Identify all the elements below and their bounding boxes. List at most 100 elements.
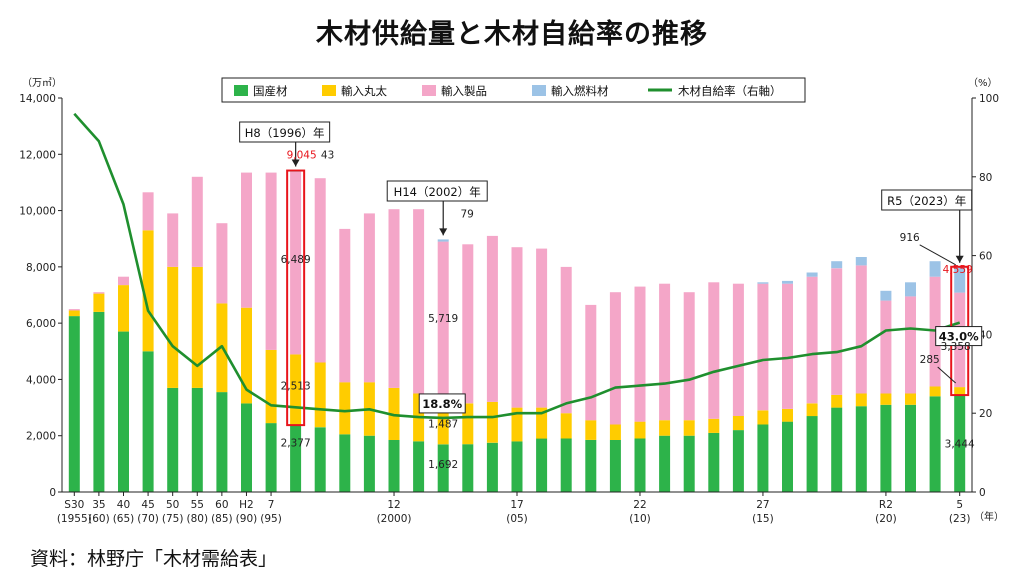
bar-imported-log <box>659 420 671 436</box>
bar-imported-product <box>413 209 425 394</box>
bar-imported-log <box>68 310 80 317</box>
bar-imported-product <box>191 176 203 267</box>
legend-swatch-imported-product <box>422 85 436 96</box>
right-tick-label: 0 <box>979 487 986 499</box>
bar-domestic <box>905 404 916 492</box>
callout-box <box>386 180 488 202</box>
bar-imported-fuel <box>437 239 449 242</box>
bar-domestic <box>732 430 744 492</box>
bar-imported-product <box>363 213 375 383</box>
x-tick-sublabel: (2000) <box>377 513 412 525</box>
x-tick-label: 45 <box>141 499 154 511</box>
bar-imported-log <box>954 387 966 396</box>
bar-domestic <box>880 404 892 492</box>
bar-imported-log <box>634 421 646 439</box>
bar-imported-product <box>388 209 400 388</box>
bar-imported-log <box>339 382 351 435</box>
leader-line <box>937 366 957 384</box>
data-label: 5,719 <box>428 313 458 325</box>
bar-domestic <box>216 392 228 492</box>
bar-imported-product <box>609 292 621 425</box>
bar-domestic <box>560 438 572 492</box>
data-label: 916 <box>900 232 920 244</box>
x-tick-label: H2 <box>239 499 254 511</box>
bar-domestic <box>462 444 474 492</box>
bar-domestic <box>68 316 80 492</box>
callout-arrowhead <box>439 228 448 236</box>
bar-domestic <box>831 407 843 492</box>
callout-box <box>239 121 331 143</box>
bar-imported-log <box>929 386 941 397</box>
bar-imported-product <box>536 248 548 408</box>
left-tick-label: 2,000 <box>26 431 56 443</box>
x-tick-label: 5 <box>956 499 963 511</box>
legend-frame <box>221 77 806 103</box>
axes-layer: 0 2,000 4,000 6,000 8,000 10,000 12,000 14,000 0… <box>19 93 999 525</box>
bar-imported-log <box>265 349 277 424</box>
bar-domestic <box>191 387 203 492</box>
legend-label-imported-log: 輸入丸太 <box>341 84 387 98</box>
right-tick-label: 80 <box>979 172 992 184</box>
bar-imported-log <box>880 393 892 405</box>
rate-line-layer <box>73 112 961 420</box>
bar-imported-log <box>486 401 498 443</box>
bar-imported-fuel <box>954 266 966 293</box>
legend-label-imported-fuel: 輸入燃料材 <box>551 84 609 98</box>
bar-domestic <box>659 435 671 492</box>
bar-imported-fuel <box>806 272 818 277</box>
bar-imported-log <box>290 354 302 426</box>
bar-domestic <box>708 432 720 492</box>
data-label: 9,045 <box>287 150 317 162</box>
x-tick-sublabel: (10) <box>629 513 651 525</box>
x-tick-sublabel: (23) <box>949 513 971 525</box>
x-tick-sublabel: (70) <box>137 513 159 525</box>
right-tick-label: 60 <box>979 251 992 263</box>
bar-imported-product <box>142 192 154 231</box>
x-tick-sublabel: (85) <box>211 513 233 525</box>
x-tick-label: 50 <box>166 499 179 511</box>
bar-imported-product <box>782 283 793 409</box>
bar-imported-product <box>118 276 129 286</box>
left-tick-label: 8,000 <box>26 262 56 274</box>
x-tick-label: 12 <box>387 499 400 511</box>
bar-imported-log <box>855 393 867 407</box>
bar-imported-log <box>118 285 129 332</box>
bar-imported-product <box>486 235 498 402</box>
rate-label: 18.8% <box>422 397 462 411</box>
rate-label-box <box>935 326 983 347</box>
bar-domestic <box>437 444 449 492</box>
bar-imported-log <box>732 416 744 431</box>
bar-imported-product <box>216 223 228 304</box>
bar-domestic <box>634 438 646 492</box>
bar-imported-log <box>93 293 105 312</box>
bar-imported-product <box>167 213 179 267</box>
bar-imported-product <box>241 172 252 308</box>
bar-domestic <box>241 403 252 492</box>
bar-imported-product <box>855 265 867 394</box>
x-tick-label: S30 <box>64 499 84 511</box>
bar-imported-product <box>511 247 523 408</box>
bar-imported-product <box>905 296 916 394</box>
legend-label-rate: 木材自給率（右軸） <box>678 84 782 98</box>
callout-label: H8（1996）年 <box>245 126 325 140</box>
bar-imported-log <box>757 410 769 425</box>
bar-imported-log <box>782 409 793 422</box>
bar-imported-product <box>659 283 671 421</box>
bar-imported-product <box>806 276 818 404</box>
legend: 国産材 輸入丸太 輸入製品 輸入燃料材 木材自給率（右軸） <box>221 77 806 103</box>
x-tick-sublabel: (60) <box>88 513 110 525</box>
bar-imported-product <box>93 292 105 294</box>
bar-imported-product <box>290 171 302 355</box>
x-tick-label: R2 <box>879 499 893 511</box>
bar-imported-fuel <box>929 261 941 277</box>
legend-label-domestic: 国産材 <box>253 84 288 98</box>
bar-imported-log <box>191 266 203 388</box>
left-axis-unit: （万㎥） <box>22 76 62 89</box>
x-tick-sublabel: (1955) <box>57 513 92 525</box>
source-note: 資料：林野庁「木材需給表」 <box>30 548 278 570</box>
bar-imported-log <box>609 424 621 440</box>
callout-arrowhead <box>955 255 964 263</box>
left-tick-label: 0 <box>49 487 56 499</box>
bar-imported-log <box>806 403 818 417</box>
bar-domestic <box>290 425 302 492</box>
